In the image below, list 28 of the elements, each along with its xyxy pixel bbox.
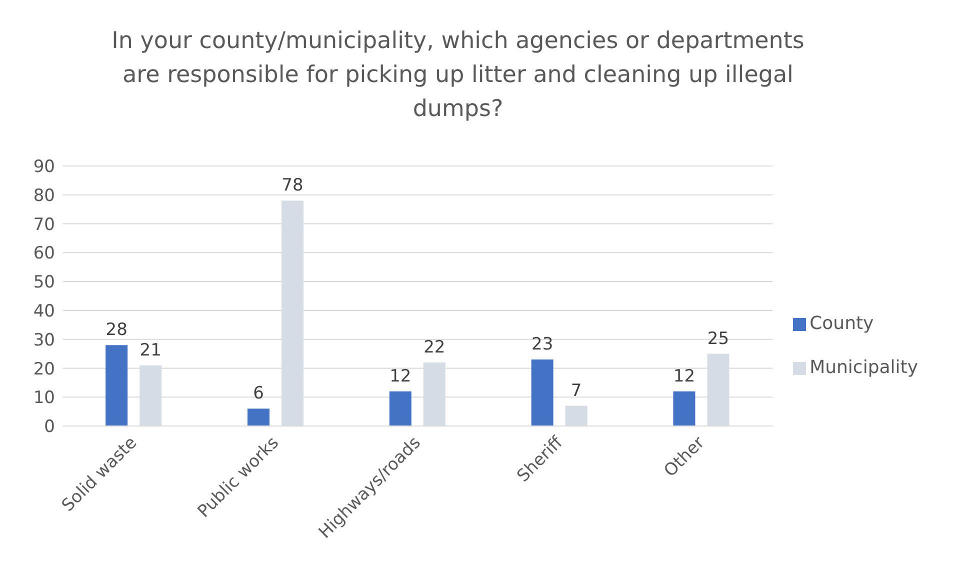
y-tick-label: 60 xyxy=(33,244,55,264)
y-tick-label: 10 xyxy=(33,388,55,408)
data-label: 12 xyxy=(673,366,696,386)
bar xyxy=(531,360,554,426)
y-tick-label: 50 xyxy=(33,272,55,293)
y-tick-label: 0 xyxy=(44,417,55,438)
y-tick-label: 40 xyxy=(33,301,55,322)
data-label: 23 xyxy=(532,334,554,355)
y-tick-label: 30 xyxy=(33,330,55,350)
data-label: 78 xyxy=(282,176,304,196)
legend-label: Municipality xyxy=(810,357,918,378)
data-label: 12 xyxy=(390,366,412,386)
bar xyxy=(247,408,270,426)
data-label: 25 xyxy=(707,328,730,349)
y-tick-label: 90 xyxy=(33,157,55,178)
y-tick-label: 80 xyxy=(33,186,55,206)
data-label: 21 xyxy=(140,340,162,360)
data-label: 7 xyxy=(570,380,582,401)
bar xyxy=(673,391,696,426)
bar xyxy=(389,391,412,426)
y-tick-label: 20 xyxy=(33,359,55,380)
bar xyxy=(106,345,128,426)
data-label: 22 xyxy=(424,337,446,358)
data-label: 6 xyxy=(253,384,264,404)
y-tick-label: 70 xyxy=(33,214,55,235)
chart-title: In your county/municipality, which agencies or departments are responsible for picking up litter and cleaning up illegal dumps? xyxy=(110,27,806,124)
data-label: 28 xyxy=(106,320,128,340)
legend-label: County xyxy=(810,313,874,334)
